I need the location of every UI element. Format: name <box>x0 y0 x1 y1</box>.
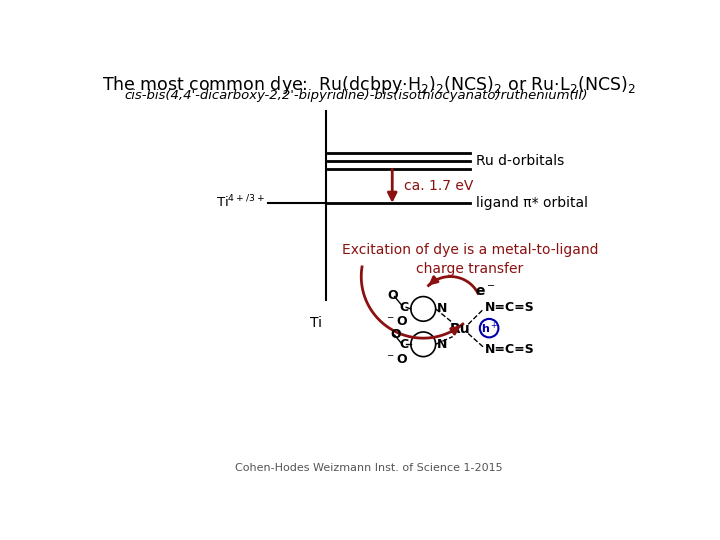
Text: $^-$O: $^-$O <box>384 315 408 328</box>
Text: e$^-$: e$^-$ <box>475 285 495 299</box>
Text: N=C=S: N=C=S <box>485 301 535 314</box>
Text: Ti: Ti <box>310 316 323 330</box>
Text: N=C=S: N=C=S <box>485 343 535 356</box>
Text: The most common dye:  Ru(dcbpy$\cdot$H$_2$)$_2$(NCS)$_2$ or Ru$\cdot$L$_2$(NCS)$: The most common dye: Ru(dcbpy$\cdot$H$_2… <box>102 74 636 96</box>
Text: O: O <box>391 328 402 341</box>
Text: Ti$^{4+/3+}$: Ti$^{4+/3+}$ <box>215 193 264 210</box>
Text: Ru: Ru <box>450 322 471 336</box>
Text: C: C <box>400 338 408 351</box>
Text: cis-bis(4,4'-dicarboxy-2,2'-bipyridine)-bis(isothiocyanato)ruthenium(II): cis-bis(4,4'-dicarboxy-2,2'-bipyridine)-… <box>125 90 588 103</box>
Text: N: N <box>437 338 448 351</box>
Text: h$^+$: h$^+$ <box>480 320 498 336</box>
Text: Cohen-Hodes Weizmann Inst. of Science 1-2015: Cohen-Hodes Weizmann Inst. of Science 1-… <box>235 463 503 473</box>
Text: Excitation of dye is a metal-to-ligand
charge transfer: Excitation of dye is a metal-to-ligand c… <box>341 244 598 276</box>
Text: O: O <box>387 289 397 302</box>
Text: Ru d-orbitals: Ru d-orbitals <box>476 154 564 168</box>
Text: C: C <box>400 301 408 314</box>
Text: ligand π* orbital: ligand π* orbital <box>476 197 588 211</box>
Text: ca. 1.7 eV: ca. 1.7 eV <box>404 179 473 193</box>
Text: $^-$O: $^-$O <box>384 353 408 366</box>
Text: N: N <box>437 302 448 315</box>
